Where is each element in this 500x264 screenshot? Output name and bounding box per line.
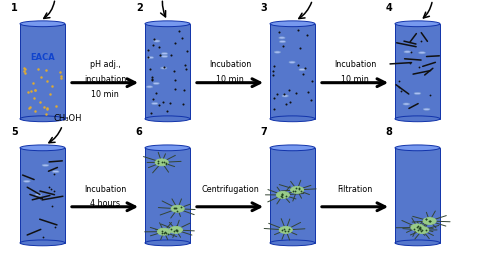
Ellipse shape (35, 194, 42, 196)
Ellipse shape (414, 92, 421, 95)
Text: 1: 1 (11, 3, 18, 13)
Ellipse shape (42, 164, 49, 166)
Ellipse shape (20, 21, 65, 27)
Text: EACA: EACA (30, 53, 55, 62)
Ellipse shape (20, 116, 65, 122)
Ellipse shape (152, 102, 158, 105)
Ellipse shape (418, 52, 426, 54)
Ellipse shape (153, 82, 160, 84)
Circle shape (416, 227, 429, 234)
Circle shape (290, 186, 304, 194)
Circle shape (171, 205, 184, 212)
Ellipse shape (148, 56, 154, 59)
Text: 7: 7 (260, 127, 268, 137)
Text: 6: 6 (136, 127, 142, 137)
Ellipse shape (404, 51, 410, 53)
Polygon shape (20, 24, 65, 119)
Ellipse shape (270, 240, 315, 246)
Polygon shape (395, 148, 440, 243)
Text: 5: 5 (11, 127, 18, 137)
Ellipse shape (20, 145, 65, 151)
Ellipse shape (160, 67, 167, 69)
Circle shape (411, 224, 424, 231)
Circle shape (276, 191, 289, 199)
Ellipse shape (162, 55, 168, 58)
Ellipse shape (299, 69, 305, 71)
Circle shape (279, 227, 292, 233)
Text: 2: 2 (136, 3, 142, 13)
Polygon shape (270, 24, 315, 119)
Text: Incubation: Incubation (334, 60, 376, 69)
Text: Incubation: Incubation (209, 60, 251, 69)
Ellipse shape (274, 51, 280, 53)
Ellipse shape (403, 103, 409, 105)
Circle shape (423, 218, 436, 224)
Ellipse shape (24, 180, 30, 182)
Ellipse shape (395, 116, 440, 122)
Text: Centrifugation: Centrifugation (201, 185, 259, 194)
Ellipse shape (282, 95, 288, 97)
Ellipse shape (395, 145, 440, 151)
Ellipse shape (280, 41, 285, 43)
Polygon shape (145, 148, 190, 243)
Ellipse shape (52, 171, 59, 173)
Text: Filtration: Filtration (338, 185, 372, 194)
Ellipse shape (145, 145, 190, 151)
Ellipse shape (279, 37, 285, 39)
Text: 3: 3 (260, 3, 268, 13)
Polygon shape (20, 148, 65, 243)
Ellipse shape (270, 116, 315, 122)
Ellipse shape (424, 108, 430, 110)
Polygon shape (270, 148, 315, 243)
Text: 4 hours: 4 hours (90, 199, 120, 208)
Circle shape (155, 159, 168, 166)
Text: 10 min: 10 min (341, 75, 369, 84)
Ellipse shape (395, 21, 440, 27)
Text: Incubation: Incubation (84, 185, 126, 194)
Ellipse shape (20, 240, 65, 246)
Ellipse shape (145, 21, 190, 27)
Ellipse shape (162, 53, 168, 55)
Text: CH₃OH: CH₃OH (53, 114, 82, 123)
Ellipse shape (270, 145, 315, 151)
Ellipse shape (289, 61, 295, 63)
Text: 10 min: 10 min (216, 75, 244, 84)
Ellipse shape (154, 40, 160, 42)
Text: 8: 8 (386, 127, 392, 137)
Text: incubation: incubation (84, 75, 126, 84)
Ellipse shape (145, 116, 190, 122)
Circle shape (158, 228, 170, 235)
Ellipse shape (395, 240, 440, 246)
Circle shape (170, 227, 182, 233)
Text: 10 min: 10 min (91, 89, 119, 98)
Ellipse shape (145, 240, 190, 246)
Ellipse shape (146, 86, 152, 88)
Polygon shape (145, 24, 190, 119)
Text: 4: 4 (386, 3, 392, 13)
Polygon shape (395, 24, 440, 119)
Ellipse shape (270, 21, 315, 27)
Text: pH adj.,: pH adj., (90, 60, 120, 69)
